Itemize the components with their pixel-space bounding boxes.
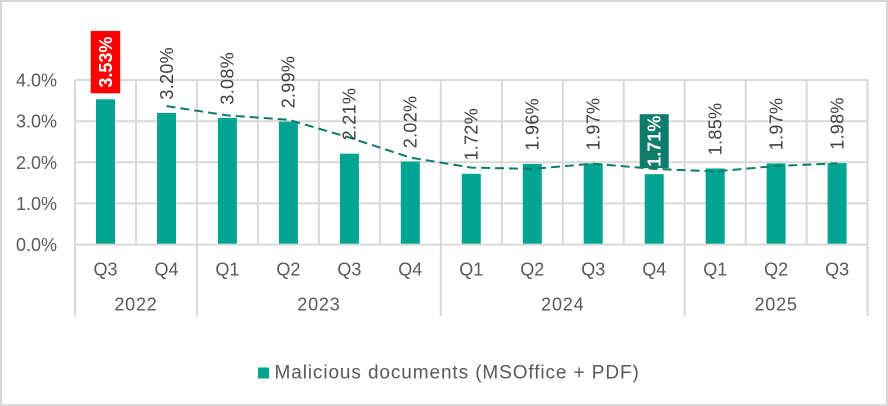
svg-text:1.0%: 1.0% xyxy=(16,194,57,214)
svg-text:1.72%: 1.72% xyxy=(462,108,482,161)
svg-text:Q3: Q3 xyxy=(581,260,605,280)
svg-text:Q1: Q1 xyxy=(459,260,483,280)
svg-text:1.71%: 1.71% xyxy=(645,116,665,167)
svg-text:2.99%: 2.99% xyxy=(279,56,299,109)
svg-text:2.0%: 2.0% xyxy=(16,153,57,173)
svg-text:2023: 2023 xyxy=(297,295,340,315)
svg-text:Q2: Q2 xyxy=(276,260,300,280)
svg-text:3.53%: 3.53% xyxy=(96,37,116,88)
svg-text:1.96%: 1.96% xyxy=(523,98,543,151)
svg-text:1.97%: 1.97% xyxy=(584,98,604,151)
svg-text:1.85%: 1.85% xyxy=(706,103,726,156)
svg-text:Q2: Q2 xyxy=(764,260,788,280)
svg-text:Q1: Q1 xyxy=(703,260,727,280)
svg-text:Q3: Q3 xyxy=(825,260,849,280)
svg-text:Q4: Q4 xyxy=(398,260,422,280)
svg-text:Q3: Q3 xyxy=(93,260,117,280)
svg-text:2024: 2024 xyxy=(541,295,584,315)
svg-text:3.08%: 3.08% xyxy=(218,52,238,105)
svg-text:2022: 2022 xyxy=(114,295,157,315)
svg-text:4.0%: 4.0% xyxy=(16,71,57,91)
svg-text:Q4: Q4 xyxy=(154,260,178,280)
svg-text:3.0%: 3.0% xyxy=(16,112,57,132)
svg-text:Q1: Q1 xyxy=(215,260,239,280)
svg-text:3.20%: 3.20% xyxy=(157,47,177,100)
svg-text:2.02%: 2.02% xyxy=(401,96,421,149)
svg-text:Q2: Q2 xyxy=(520,260,544,280)
svg-text:2025: 2025 xyxy=(754,295,797,315)
svg-text:Q4: Q4 xyxy=(642,260,666,280)
svg-text:Malicious documents (MSOffice: Malicious documents (MSOffice + PDF) xyxy=(275,362,640,383)
svg-text:1.97%: 1.97% xyxy=(766,98,786,151)
svg-text:2.21%: 2.21% xyxy=(340,88,360,141)
svg-text:1.98%: 1.98% xyxy=(827,97,847,150)
svg-text:Q3: Q3 xyxy=(337,260,361,280)
svg-text:0.0%: 0.0% xyxy=(16,235,57,255)
